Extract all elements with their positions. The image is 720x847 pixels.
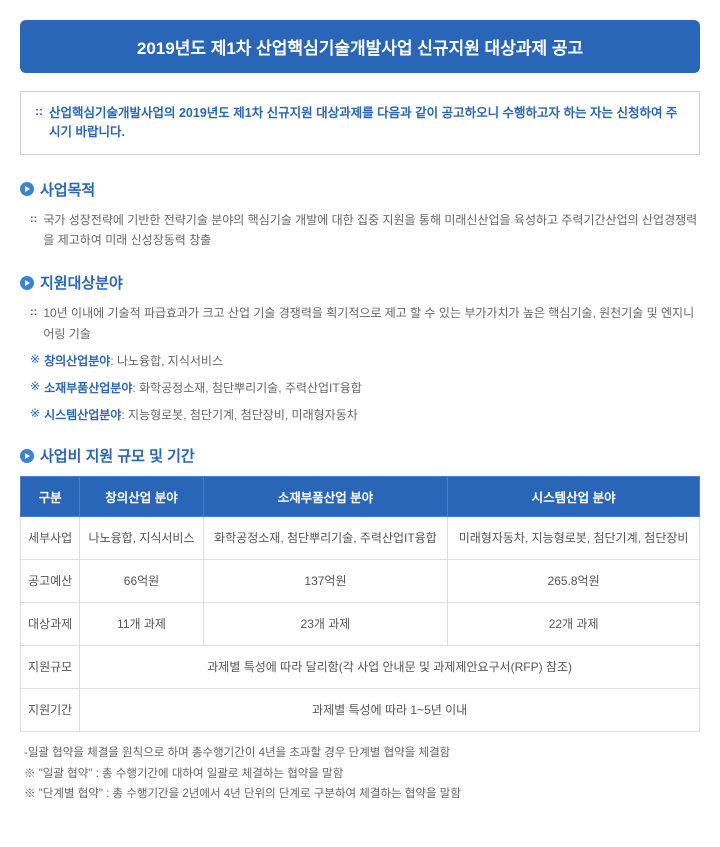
table-header-row: 구분 창의산업 분야 소재부품산업 분야 시스템산업 분야: [21, 477, 700, 517]
sub-label: 창의산업분야: [44, 352, 110, 369]
bullet-item: :: 국가 성장전략에 기반한 전략기술 분야의 핵심기술 개발에 대한 집중 …: [20, 210, 700, 251]
sub-marker-icon: ※: [30, 352, 40, 369]
sub-value: : 나노융합, 지식서비스: [110, 352, 223, 369]
notes-block: -일괄 협약을 체결을 원칙으로 하며 총수행기간이 4년을 초과할 경우 단계…: [20, 744, 700, 805]
table-row: 지원규모 과제별 특성에 따라 달리함(각 사업 안내문 및 과제제안요구서(R…: [21, 646, 700, 689]
table-row: 대상과제 11개 과제 23개 과제 22개 과제: [21, 603, 700, 646]
intro-text: 산업핵심기술개발사업의 2019년도 제1차 신규지원 대상과제를 다음과 같이…: [49, 104, 685, 142]
note-line: -일괄 협약을 체결을 원칙으로 하며 총수행기간이 4년을 초과할 경우 단계…: [24, 744, 700, 764]
td-label: 대상과제: [21, 603, 80, 646]
td-label: 세부사업: [21, 517, 80, 560]
section-heading: 사업비 지원 규모 및 기간: [20, 445, 700, 466]
th: 시스템산업 분야: [448, 477, 700, 517]
bullet-item: :: 10년 이내에 기술적 파급효과가 크고 산업 기술 경쟁력을 획기적으로…: [20, 303, 700, 344]
td-label: 지원기간: [21, 689, 80, 732]
td-label: 지원규모: [21, 646, 80, 689]
td: 미래형자동차, 지능형로봇, 첨단기계, 첨단장비: [448, 517, 700, 560]
sub-item: ※ 소재부품산업분야 : 화학공정소재, 첨단뿌리기술, 주력산업IT융합: [20, 379, 700, 396]
arrow-icon: [20, 449, 34, 463]
td: 66억원: [80, 560, 203, 603]
section-fields: 지원대상분야 :: 10년 이내에 기술적 파급효과가 크고 산업 기술 경쟁력…: [20, 272, 700, 423]
td: 137억원: [203, 560, 447, 603]
section-purpose: 사업목적 :: 국가 성장전략에 기반한 전략기술 분야의 핵심기술 개발에 대…: [20, 179, 700, 251]
sub-value: : 화학공정소재, 첨단뿌리기술, 주력산업IT융합: [132, 379, 361, 396]
page-container: 2019년도 제1차 산업핵심기술개발사업 신규지원 대상과제 공고 :: 산업…: [0, 0, 720, 847]
th: 창의산업 분야: [80, 477, 203, 517]
heading-text: 사업목적: [40, 179, 95, 200]
sub-label: 시스템산업분야: [44, 406, 121, 423]
page-title: 2019년도 제1차 산업핵심기술개발사업 신규지원 대상과제 공고: [34, 34, 686, 59]
sub-item: ※ 시스템산업분야 : 지능형로봇, 첨단기계, 첨단장비, 미래형자동차: [20, 406, 700, 423]
bullet-marker-icon: ::: [30, 303, 37, 344]
note-line: ※ "단계별 협약" : 총 수행기간을 2년에서 4년 단위의 단계로 구분하…: [24, 785, 700, 805]
td: 22개 과제: [448, 603, 700, 646]
td-label: 공고예산: [21, 560, 80, 603]
sub-item: ※ 창의산업분야 : 나노융합, 지식서비스: [20, 352, 700, 369]
table-row: 지원기간 과제별 특성에 따라 1~5년 이내: [21, 689, 700, 732]
sub-value: : 지능형로봇, 첨단기계, 첨단장비, 미래형자동차: [121, 406, 357, 423]
intro-box: :: 산업핵심기술개발사업의 2019년도 제1차 신규지원 대상과제를 다음과…: [20, 91, 700, 155]
arrow-icon: [20, 182, 34, 196]
td: 23개 과제: [203, 603, 447, 646]
sub-marker-icon: ※: [30, 406, 40, 423]
td-merged: 과제별 특성에 따라 달리함(각 사업 안내문 및 과제제안요구서(RFP) 참…: [80, 646, 700, 689]
budget-table: 구분 창의산업 분야 소재부품산업 분야 시스템산업 분야 세부사업 나노융합,…: [20, 476, 700, 732]
bullet-text: 국가 성장전략에 기반한 전략기술 분야의 핵심기술 개발에 대한 집중 지원을…: [43, 210, 700, 251]
td: 화학공정소재, 첨단뿌리기술, 주력산업IT융합: [203, 517, 447, 560]
sub-label: 소재부품산업분야: [44, 379, 132, 396]
th: 소재부품산업 분야: [203, 477, 447, 517]
bullet-text: 10년 이내에 기술적 파급효과가 크고 산업 기술 경쟁력을 획기적으로 제고…: [43, 303, 700, 344]
title-box: 2019년도 제1차 산업핵심기술개발사업 신규지원 대상과제 공고: [20, 20, 700, 73]
heading-text: 사업비 지원 규모 및 기간: [40, 445, 195, 466]
section-heading: 사업목적: [20, 179, 700, 200]
td: 나노융합, 지식서비스: [80, 517, 203, 560]
td-merged: 과제별 특성에 따라 1~5년 이내: [80, 689, 700, 732]
intro-marker-icon: ::: [35, 104, 43, 142]
section-budget: 사업비 지원 규모 및 기간 구분 창의산업 분야 소재부품산업 분야 시스템산…: [20, 445, 700, 805]
arrow-icon: [20, 276, 34, 290]
section-heading: 지원대상분야: [20, 272, 700, 293]
bullet-marker-icon: ::: [30, 210, 37, 251]
table-row: 세부사업 나노융합, 지식서비스 화학공정소재, 첨단뿌리기술, 주력산업IT융…: [21, 517, 700, 560]
table-row: 공고예산 66억원 137억원 265.8억원: [21, 560, 700, 603]
note-line: ※ "일괄 협약" : 총 수행기간에 대하여 일괄로 체결하는 협약을 말함: [24, 765, 700, 785]
td: 11개 과제: [80, 603, 203, 646]
th: 구분: [21, 477, 80, 517]
sub-marker-icon: ※: [30, 379, 40, 396]
heading-text: 지원대상분야: [40, 272, 123, 293]
td: 265.8억원: [448, 560, 700, 603]
